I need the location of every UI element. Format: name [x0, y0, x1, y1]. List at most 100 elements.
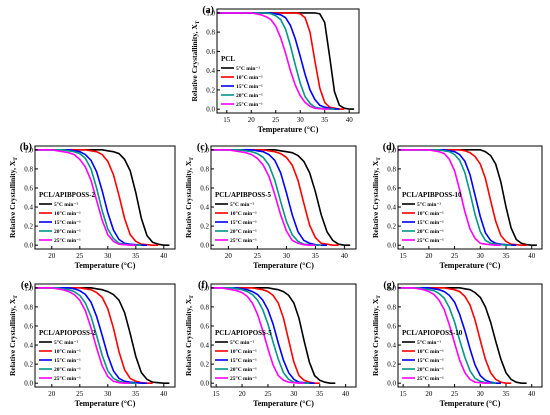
legend-label: 5°C min⁻¹ — [236, 65, 260, 72]
x-tick-label: 40 — [160, 390, 168, 398]
x-tick-label: 25 — [264, 390, 272, 398]
x-tick-label: 25 — [272, 116, 280, 124]
y-axis-label-subscript: T — [195, 20, 201, 24]
panel-f: 15 20 25 30 35 40 0.0 0.2 0.4 0.6 0.8 1.0 Temperatur… — [184, 280, 357, 408]
legend-label: 25°C min⁻¹ — [54, 375, 81, 382]
legend-label: 5°C min⁻¹ — [417, 339, 441, 346]
x-tick-label: 30 — [104, 390, 112, 398]
legend-label: 10°C min⁻¹ — [417, 210, 444, 217]
y-tick-label: 0.2 — [200, 223, 209, 231]
legend-label: 5°C min⁻¹ — [417, 201, 441, 208]
y-tick-label: 0.6 — [24, 184, 33, 192]
x-tick-label: 35 — [132, 252, 140, 260]
y-axis-label-subscript: T — [376, 157, 382, 161]
series-line-1 — [217, 12, 355, 110]
panel-letter: (a) — [202, 5, 214, 16]
x-tick-label: 20 — [425, 390, 433, 398]
x-tick-label: 20 — [248, 116, 256, 124]
x-tick-label: 40 — [160, 252, 168, 260]
legend-label: 15°C min⁻¹ — [54, 219, 81, 226]
y-tick-label: 0.8 — [200, 165, 209, 173]
x-tick-label: 25 — [254, 252, 262, 260]
x-tick-label: 35 — [503, 390, 511, 398]
plot-frame — [397, 145, 543, 250]
y-tick-label: 0.0 — [206, 106, 215, 114]
series-line-5 — [398, 287, 491, 384]
legend-title: PCL/APIBPOSS-2 — [39, 191, 96, 199]
x-tick-label: 25 — [451, 390, 459, 398]
legend-label: 20°C min⁻¹ — [236, 92, 263, 99]
series-line-5 — [35, 287, 131, 384]
legend-title: PCL/APIOPOSS-10 — [402, 329, 463, 337]
y-tick-label: 0.6 — [24, 322, 33, 330]
y-tick-label: 0.4 — [200, 342, 209, 350]
x-tick-label: 35 — [503, 252, 511, 260]
legend-label: 15°C min⁻¹ — [417, 219, 444, 226]
y-tick-label: 0.8 — [24, 303, 33, 311]
y-axis-label: Relative Crystallinity, XT — [8, 295, 19, 376]
series-line-1 — [398, 287, 527, 384]
y-tick-label: 0.0 — [200, 242, 209, 250]
y-tick-label: 0.8 — [387, 165, 396, 173]
y-axis-label-main: Relative Crystallinity, X — [371, 160, 380, 238]
x-tick-label: 40 — [346, 116, 354, 124]
legend-label: 25°C min⁻¹ — [230, 237, 257, 244]
y-tick-label: 0.0 — [387, 380, 396, 388]
panel-e: 20 25 30 35 40 0.0 0.2 0.4 0.6 0.8 1.0 Temperature … — [8, 280, 176, 408]
legend-label: 10°C min⁻¹ — [54, 210, 81, 217]
plot-frame — [216, 8, 360, 114]
y-tick-label: 0.0 — [387, 242, 396, 250]
x-tick-label: 35 — [312, 252, 320, 260]
legend-label: 20°C min⁻¹ — [230, 228, 257, 235]
x-axis-label: Temperature (°C) — [253, 399, 314, 408]
legend-title: PCL/APIOPOSS-2 — [39, 329, 96, 337]
x-tick-label: 40 — [342, 390, 350, 398]
y-tick-label: 0.8 — [387, 303, 396, 311]
x-axis-label: Temperature (°C) — [258, 125, 319, 134]
legend-label: 15°C min⁻¹ — [54, 357, 81, 364]
legend-label: 20°C min⁻¹ — [54, 366, 81, 373]
y-axis-label-subscript: T — [189, 157, 195, 161]
x-tick-label: 35 — [316, 390, 324, 398]
legend-label: 20°C min⁻¹ — [230, 366, 257, 373]
x-tick-label: 15 — [223, 116, 231, 124]
series-line-1 — [35, 287, 170, 384]
x-tick-label: 35 — [321, 116, 329, 124]
series-line-2 — [398, 287, 512, 384]
x-tick-label: 40 — [528, 390, 536, 398]
series-line-1 — [35, 149, 170, 246]
y-tick-label: 0.0 — [200, 380, 209, 388]
y-tick-label: 0.8 — [206, 29, 215, 37]
y-tick-label: 1.0 — [24, 284, 33, 292]
plot-frame — [34, 283, 176, 388]
x-tick-label: 20 — [48, 390, 56, 398]
panel-a: 15 20 25 30 35 40 0.0 0.2 0.4 0.6 0.8 1.0 Temperatur… — [190, 5, 360, 134]
x-axis-label: Temperature (°C) — [75, 399, 136, 408]
y-tick-label: 0.4 — [206, 67, 215, 75]
y-axis-label: Relative Crystallinity, XT — [184, 295, 195, 376]
x-tick-label: 30 — [477, 390, 485, 398]
legend-label: 10°C min⁻¹ — [230, 348, 257, 355]
legend-label: 5°C min⁻¹ — [230, 339, 254, 346]
panel-letter: (d) — [383, 142, 395, 153]
y-axis-label-subscript: T — [13, 295, 19, 299]
series-line-3 — [398, 287, 501, 384]
x-tick-label: 40 — [341, 252, 349, 260]
y-tick-label: 0.8 — [200, 303, 209, 311]
series-line-5 — [35, 149, 136, 246]
legend-title: PCL — [221, 55, 235, 63]
x-tick-label: 15 — [400, 252, 408, 260]
y-axis-label-main: Relative Crystallinity, X — [371, 298, 380, 376]
y-axis-label-subscript: T — [13, 157, 19, 161]
legend-label: 25°C min⁻¹ — [417, 237, 444, 244]
x-tick-label: 30 — [290, 390, 298, 398]
x-tick-label: 15 — [213, 390, 221, 398]
y-tick-label: 0.2 — [206, 86, 215, 94]
y-tick-label: 0.4 — [387, 204, 396, 212]
y-axis-label-main: Relative Crystallinity, X — [190, 24, 199, 102]
panel-letter: (e) — [21, 280, 32, 291]
plot-frame — [210, 283, 357, 388]
series-line-2 — [211, 149, 339, 246]
panel-b: 20 25 30 35 40 0.0 0.2 0.4 0.6 0.8 1.0 Temperature … — [8, 142, 176, 270]
